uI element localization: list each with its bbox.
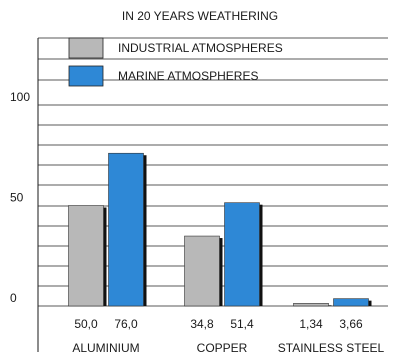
value-label: 34,8 (190, 317, 214, 331)
bar (108, 152, 144, 307)
bar (224, 202, 260, 307)
y-tick-label: 0 (10, 291, 17, 305)
bars (68, 152, 372, 307)
category-label: ALUMINIUM (72, 341, 139, 355)
value-label: 50,0 (74, 317, 98, 331)
value-label: 1,34 (299, 317, 323, 331)
legend-swatch-industrial (68, 37, 104, 59)
y-tick-labels: 0 50 100 (10, 90, 30, 305)
value-label: 51,4 (230, 317, 254, 331)
chart-title: IN 20 YEARS WEATHERING (122, 9, 278, 23)
value-labels: 50,0 76,0 34,8 51,4 1,34 3,66 (74, 317, 363, 331)
y-tick-label: 50 (10, 191, 24, 205)
legend-swatch-marine (68, 65, 104, 87)
bar (333, 298, 369, 307)
y-tick-label: 100 (10, 90, 30, 104)
legend-label-marine: MARINE ATMOSPHERES (118, 69, 258, 83)
bar (68, 205, 104, 307)
value-label: 76,0 (114, 317, 138, 331)
value-label: 3,66 (339, 317, 363, 331)
legend-label-industrial: INDUSTRIAL ATMOSPHERES (118, 41, 283, 55)
category-label: COPPER (197, 341, 248, 355)
bar (293, 303, 329, 307)
legend: INDUSTRIAL ATMOSPHERES MARINE ATMOSPHERE… (68, 37, 283, 87)
category-label: STAINLESS STEEL (278, 341, 385, 355)
category-labels: ALUMINIUM COPPER STAINLESS STEEL (72, 341, 384, 355)
bar (184, 235, 220, 307)
